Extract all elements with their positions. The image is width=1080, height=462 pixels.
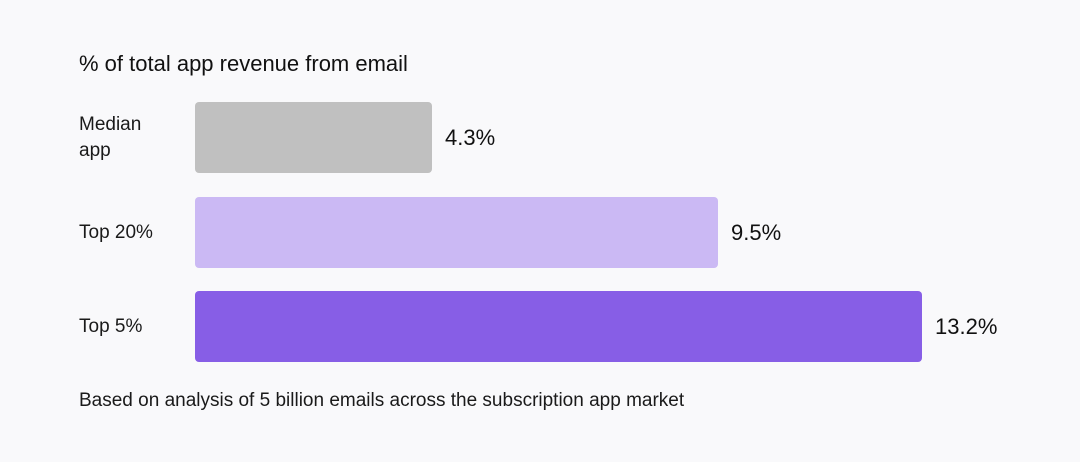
category-label-median-app: Median app bbox=[79, 114, 142, 161]
value-label-median-app: 4.3% bbox=[445, 124, 496, 150]
bar-median-app bbox=[195, 102, 432, 173]
bar-top-20 bbox=[195, 197, 718, 268]
category-label-top-5: Top 5% bbox=[79, 315, 143, 337]
footnote: Based on analysis of 5 billion emails ac… bbox=[79, 390, 685, 411]
bar-top-5 bbox=[195, 291, 922, 362]
chart-title: % of total app revenue from email bbox=[79, 51, 408, 76]
value-label-top-5: 13.2% bbox=[935, 313, 998, 339]
value-label-top-20: 9.5% bbox=[731, 219, 782, 245]
category-label-top-20: Top 20% bbox=[79, 221, 153, 243]
